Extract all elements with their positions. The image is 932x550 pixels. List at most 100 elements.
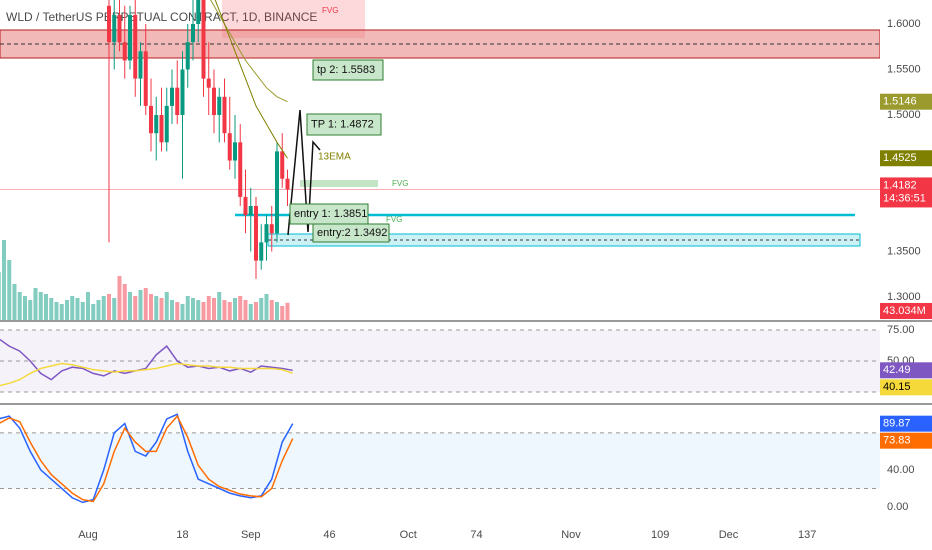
volume-bar (0, 272, 1, 320)
candle-body (280, 151, 285, 179)
x-tick-label: Sep (241, 529, 261, 541)
candle-body (154, 114, 159, 134)
candle-body (106, 5, 111, 43)
volume-bar (106, 294, 111, 320)
volume-value-box (880, 303, 932, 319)
volume-bar (248, 304, 253, 320)
resistance-zone (0, 29, 881, 59)
candle-body (133, 14, 138, 79)
volume-bar (259, 298, 264, 320)
volume-bar (175, 302, 180, 320)
volume-bar (12, 284, 17, 320)
candle-body (112, 14, 117, 43)
x-tick-label: 46 (323, 529, 335, 541)
volume-bar (154, 296, 159, 320)
volume-bar (280, 306, 285, 320)
volume-bar (70, 296, 75, 320)
volume-bar (238, 296, 243, 320)
indicator-line (0, 414, 294, 503)
band-fill (0, 432, 880, 489)
x-tick-label: 74 (470, 529, 482, 541)
ema-value: 1.5146 (883, 96, 917, 108)
countdown: 14:36:51 (883, 192, 926, 204)
volume-bar (75, 298, 80, 320)
indicator-value: 40.15 (883, 381, 911, 393)
x-tick-label: Aug (78, 529, 98, 541)
volume-bar (269, 300, 274, 320)
volume-bar (148, 294, 153, 320)
volume-bar (54, 302, 59, 320)
volume-bar (7, 260, 12, 320)
indicator-value-box (880, 379, 932, 396)
volume-bar (101, 296, 106, 320)
drawings: FVG FVG FVG (0, 0, 881, 247)
volume-bar (274, 302, 279, 320)
indicator-line (0, 413, 294, 504)
indicator-line (0, 338, 293, 381)
volume-value: 43.034M (883, 305, 926, 317)
candle-body (217, 96, 222, 115)
candle-body (127, 14, 132, 61)
last-price: 1.4182 (883, 179, 917, 191)
candle-body (269, 224, 274, 234)
volume-bar (222, 300, 227, 320)
candle-body (285, 178, 290, 190)
candle-body (159, 114, 164, 143)
y-tick-label: 1.6000 (887, 18, 921, 30)
volume-bar (127, 292, 132, 320)
volume-bar (17, 292, 22, 320)
price-box (880, 177, 932, 208)
label-box (306, 113, 382, 136)
fvg-zone (300, 180, 378, 187)
volume-bar (211, 298, 216, 320)
candle-body (117, 14, 122, 43)
candle-body (169, 87, 174, 106)
candle-body (180, 69, 185, 115)
candle-body (248, 206, 253, 216)
ema-line (214, 0, 288, 159)
candle-body (185, 42, 190, 70)
tp1-label: TP 1: 1.4872 (311, 118, 374, 130)
volume-bar (43, 294, 48, 320)
volume-bar (64, 300, 69, 320)
volume-bar (85, 292, 90, 320)
volume-bar (201, 302, 206, 320)
drawings: 13EMA tp 2: 1.5583 TP 1: 1.4872 entry 1:… (287, 59, 390, 243)
volume-bar (143, 288, 148, 320)
fvg-label: FVG (322, 6, 338, 15)
volume-bar (159, 298, 164, 320)
tp2-label: tp 2: 1.5583 (317, 64, 375, 76)
candle-body (196, 0, 201, 24)
candle-body (164, 105, 169, 143)
volume-bar (33, 288, 38, 320)
ema-value-box (880, 93, 932, 110)
candle-body (122, 42, 127, 61)
ema-label: 13EMA (318, 152, 351, 163)
volume-bar (1, 240, 6, 320)
volume-bar (80, 302, 85, 320)
candle-body (274, 151, 279, 234)
y-tick-label: 1.5500 (887, 63, 921, 75)
candle-body (259, 242, 264, 261)
volume-bar (22, 296, 27, 320)
y-tick-label: 1.3000 (887, 291, 921, 303)
indicator-value-box (880, 432, 932, 449)
candle-body (253, 206, 258, 261)
candle-body (227, 133, 232, 161)
candle-body (201, 0, 206, 79)
candle-body (243, 196, 248, 216)
candle-body (175, 87, 180, 115)
fvg-label: FVG (392, 179, 408, 188)
volume-bar (112, 298, 117, 320)
volume-bar (253, 302, 258, 320)
ema-value: 1.4525 (883, 152, 917, 164)
indicator-value: 42.49 (883, 364, 911, 376)
candle-body (232, 142, 237, 161)
entry2-label: entry:2 1.3492 (317, 227, 387, 239)
entry1-label: entry 1: 1.3851 (294, 208, 367, 220)
label-box (312, 59, 384, 81)
volume-bar (243, 300, 248, 320)
volume-bar (190, 298, 195, 320)
volume-bar (206, 296, 211, 320)
volume-bar (227, 302, 232, 320)
